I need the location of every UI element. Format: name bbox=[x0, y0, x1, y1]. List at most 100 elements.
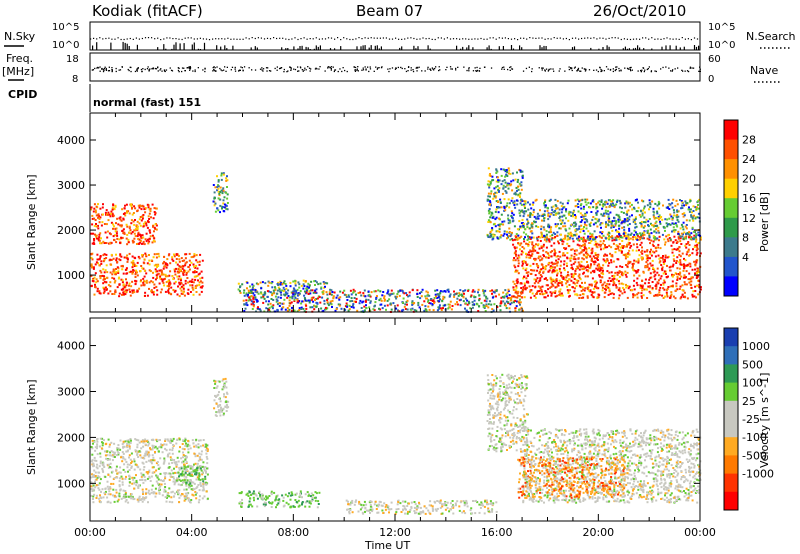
y-tick-label-4000: 4000 bbox=[57, 134, 85, 147]
y-tick-label-2000: 2000 bbox=[57, 431, 85, 444]
colorbar-tick-label: 28 bbox=[742, 134, 756, 147]
y-tick-label-1000: 1000 bbox=[57, 269, 85, 282]
data-region-4 bbox=[238, 490, 321, 509]
data-region-5 bbox=[345, 499, 498, 515]
y-tick-label-3000: 3000 bbox=[57, 385, 85, 398]
nsearch-label: N.Search bbox=[746, 30, 796, 43]
nsearch-tick-high: 10^5 bbox=[708, 22, 735, 33]
x-tick-label: 00:00 bbox=[74, 526, 106, 539]
colorbar-swatch-1 bbox=[724, 328, 738, 347]
y-tick-label-2000: 2000 bbox=[57, 224, 85, 237]
colorbar-tick-label: 4 bbox=[742, 251, 749, 264]
power-ylabel: Slant Range [km] bbox=[25, 174, 38, 270]
velocity-colorbar-label: Velocity [m s^-1] bbox=[758, 373, 771, 468]
colorbar-tick-label: 500 bbox=[742, 358, 763, 371]
x-axis: 00:00 04:00 08:00 12:00 16:00 20:00 00:00 bbox=[74, 526, 716, 539]
x-axis-label: Time UT bbox=[364, 539, 410, 552]
colorbar-tick-label: 20 bbox=[742, 173, 756, 186]
data-region-6 bbox=[486, 373, 529, 453]
power-data bbox=[90, 167, 702, 313]
colorbar-tick-label: 24 bbox=[742, 153, 756, 166]
colorbar-swatch-3 bbox=[724, 364, 738, 384]
power-panel: 1000 2000 3000 4000 bbox=[57, 112, 702, 313]
freq-tick-low: 8 bbox=[72, 74, 78, 85]
colorbar-tick-label: 1000 bbox=[742, 340, 770, 353]
colorbar-swatch-4 bbox=[724, 382, 738, 402]
data-region-7 bbox=[511, 234, 702, 300]
freq-unit-label: [MHz] bbox=[2, 65, 34, 78]
colorbar-tick-label: -25 bbox=[742, 413, 760, 426]
freq-data bbox=[91, 66, 701, 73]
x-tick-label: 00:00 bbox=[684, 526, 716, 539]
velocity-colorbar: 1000 500 100 25 -25 -100 -500 -1000 bbox=[723, 327, 774, 511]
colorbar-frame bbox=[723, 327, 739, 511]
power-axes: 1000 2000 3000 4000 bbox=[57, 113, 701, 312]
data-region-6 bbox=[486, 167, 524, 241]
freq-tick-high: 18 bbox=[66, 54, 79, 65]
nave-tick-high: 60 bbox=[708, 54, 721, 65]
data-region-8 bbox=[522, 198, 702, 241]
y-tick-label-3000: 3000 bbox=[57, 179, 85, 192]
data-region-8 bbox=[517, 455, 626, 499]
freq-panel bbox=[89, 52, 701, 82]
colorbar-tick-label: -100 bbox=[742, 431, 767, 444]
cpid-value: normal (fast) 151 bbox=[93, 96, 201, 109]
colorbar-swatch-6 bbox=[724, 419, 738, 438]
date-title: 26/Oct/2010 bbox=[593, 2, 686, 20]
data-region-1 bbox=[90, 437, 209, 504]
beam-title: Beam 07 bbox=[356, 2, 423, 20]
data-region-1 bbox=[90, 252, 204, 298]
colorbar-tick-label: -500 bbox=[742, 449, 767, 462]
velocity-ylabel: Slant Range [km] bbox=[25, 379, 38, 475]
colorbar-tick-label: 8 bbox=[742, 231, 749, 244]
data-region-3 bbox=[172, 465, 209, 486]
velocity-panel: 1000 2000 3000 4000 bbox=[57, 317, 702, 522]
colorbar-tick-label: 12 bbox=[742, 212, 756, 225]
nave-label: Nave bbox=[750, 64, 778, 77]
colorbar-swatch-10 bbox=[724, 491, 738, 511]
colorbar-swatch-2 bbox=[724, 139, 738, 160]
colorbar-swatch-4 bbox=[724, 178, 738, 199]
colorbar-swatch-8 bbox=[724, 256, 738, 277]
colorbar-swatch-2 bbox=[724, 346, 738, 365]
colorbar-swatch-7 bbox=[724, 437, 738, 456]
x-tick-label: 08:00 bbox=[277, 526, 309, 539]
data-region-5 bbox=[242, 288, 524, 313]
colorbar-swatch-5 bbox=[724, 400, 738, 420]
x-tick-label: 04:00 bbox=[176, 526, 208, 539]
x-tick-label: 12:00 bbox=[379, 526, 411, 539]
colorbar-tick-label: 100 bbox=[742, 377, 763, 390]
velocity-data bbox=[90, 373, 702, 515]
colorbar-swatch-6 bbox=[724, 217, 738, 238]
colorbar-swatch-5 bbox=[724, 198, 738, 219]
nsearch-tick-low: 10^0 bbox=[708, 40, 735, 51]
colorbar-swatch-1 bbox=[724, 120, 738, 141]
data-region-2 bbox=[90, 203, 158, 246]
colorbar-swatch-8 bbox=[724, 455, 738, 475]
nave-tick-low: 0 bbox=[708, 74, 714, 85]
x-tick-label: 20:00 bbox=[582, 526, 614, 539]
colorbar-tick-label: -1000 bbox=[742, 468, 774, 481]
colorbar-swatch-7 bbox=[724, 237, 738, 258]
data-region-3 bbox=[212, 172, 229, 214]
power-colorbar: 28 24 20 16 12 8 4 bbox=[723, 119, 756, 297]
y-tick-label-1000: 1000 bbox=[57, 477, 85, 490]
station-title: Kodiak (fitACF) bbox=[92, 2, 203, 20]
power-colorbar-label: Power [dB] bbox=[758, 192, 771, 252]
nsky-tick-low: 10^0 bbox=[52, 40, 79, 51]
freq-label: Freq. bbox=[6, 52, 33, 65]
y-tick-label-4000: 4000 bbox=[57, 340, 85, 353]
nsky-data bbox=[90, 37, 700, 50]
colorbar-swatch-9 bbox=[724, 276, 738, 297]
colorbar-frame bbox=[723, 119, 739, 297]
data-region-2 bbox=[213, 377, 230, 417]
nsky-tick-high: 10^5 bbox=[52, 22, 79, 33]
colorbar-tick-label: 25 bbox=[742, 395, 756, 408]
x-tick-label: 16:00 bbox=[481, 526, 513, 539]
nsky-panel bbox=[89, 21, 701, 51]
cpid-label: CPID bbox=[8, 88, 37, 101]
colorbar-tick-label: 16 bbox=[742, 192, 756, 205]
velocity-axes: 1000 2000 3000 4000 bbox=[57, 318, 701, 521]
nsky-label: N.Sky bbox=[4, 30, 36, 43]
